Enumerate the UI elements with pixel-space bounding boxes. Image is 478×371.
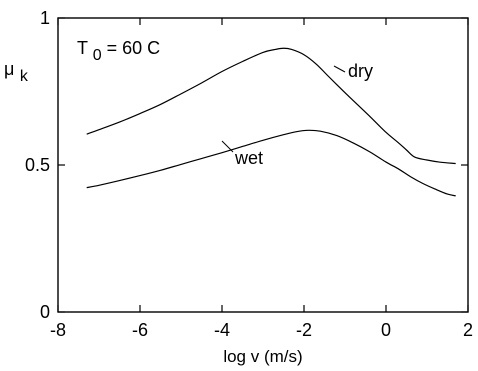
temperature-annotation: T 0 = 60 C	[77, 38, 160, 64]
x-tick-label: -2	[296, 320, 312, 340]
y-axis-label-subscript: k	[20, 68, 29, 85]
y-axis-label-symbol: μ	[4, 59, 14, 79]
series-line-dry	[86, 47, 456, 165]
series-label-dry-leader	[333, 65, 346, 73]
y-tick-label: 1	[40, 8, 50, 28]
x-tick-label: -8	[50, 320, 66, 340]
series-label-dry: dry	[348, 61, 373, 81]
series-label-wet: wet	[234, 148, 263, 168]
temperature-annotation-subscript: 0	[93, 47, 102, 64]
axis-tick-labels: -8 -6 -4 -2 0 2 0 0.5 1	[25, 8, 473, 340]
y-axis-label: μ k	[4, 59, 29, 85]
y-tick-label: 0.5	[25, 155, 50, 175]
axis-ticks	[57, 17, 469, 313]
series-lines	[86, 47, 456, 197]
x-tick-label: 2	[463, 320, 473, 340]
temperature-annotation-prefix: T	[77, 38, 88, 58]
x-tick-label: -4	[214, 320, 230, 340]
x-axis-label: log v (m/s)	[223, 347, 302, 366]
x-tick-label: 0	[381, 320, 391, 340]
series-line-wet	[86, 129, 456, 197]
x-tick-label: -6	[132, 320, 148, 340]
temperature-annotation-suffix: = 60 C	[107, 38, 161, 58]
series-label-wet-leader	[221, 140, 234, 153]
y-tick-label: 0	[40, 302, 50, 322]
